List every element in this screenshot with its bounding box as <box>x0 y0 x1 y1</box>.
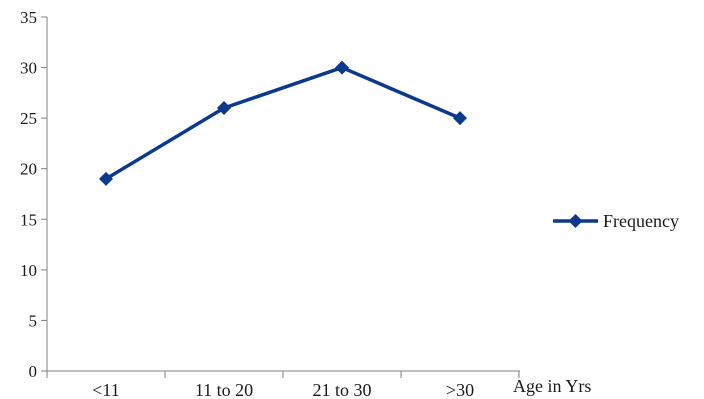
data-point <box>99 171 113 186</box>
x-axis-ticks: <11 11 to 20 21 to 30 >30 <box>46 371 520 399</box>
x-tick-label: >30 <box>446 380 474 399</box>
axes <box>46 17 520 372</box>
y-tick-label: 20 <box>20 160 37 179</box>
x-tick-label: <11 <box>92 380 119 399</box>
x-tick-label: 11 to 20 <box>195 380 253 399</box>
data-point <box>335 60 349 75</box>
y-tick-label: 5 <box>29 311 38 330</box>
data-point <box>453 111 467 126</box>
series-group <box>99 60 467 186</box>
y-tick-label: 30 <box>20 59 37 78</box>
series-line <box>105 65 461 181</box>
x-tick-label: 21 to 30 <box>312 380 371 399</box>
y-tick-label: 10 <box>20 261 37 280</box>
legend-label: Frequency <box>603 211 679 231</box>
y-tick-label: 25 <box>20 109 37 128</box>
y-tick-label: 0 <box>29 362 38 381</box>
data-point <box>217 101 231 116</box>
y-axis-ticks: 0 5 10 15 20 25 30 35 <box>20 8 47 381</box>
legend: Frequency <box>553 211 679 231</box>
legend-marker <box>568 214 583 228</box>
y-tick-label: 35 <box>20 8 37 27</box>
x-axis-label: Age in Yrs <box>513 376 591 396</box>
y-tick-label: 15 <box>20 210 37 229</box>
